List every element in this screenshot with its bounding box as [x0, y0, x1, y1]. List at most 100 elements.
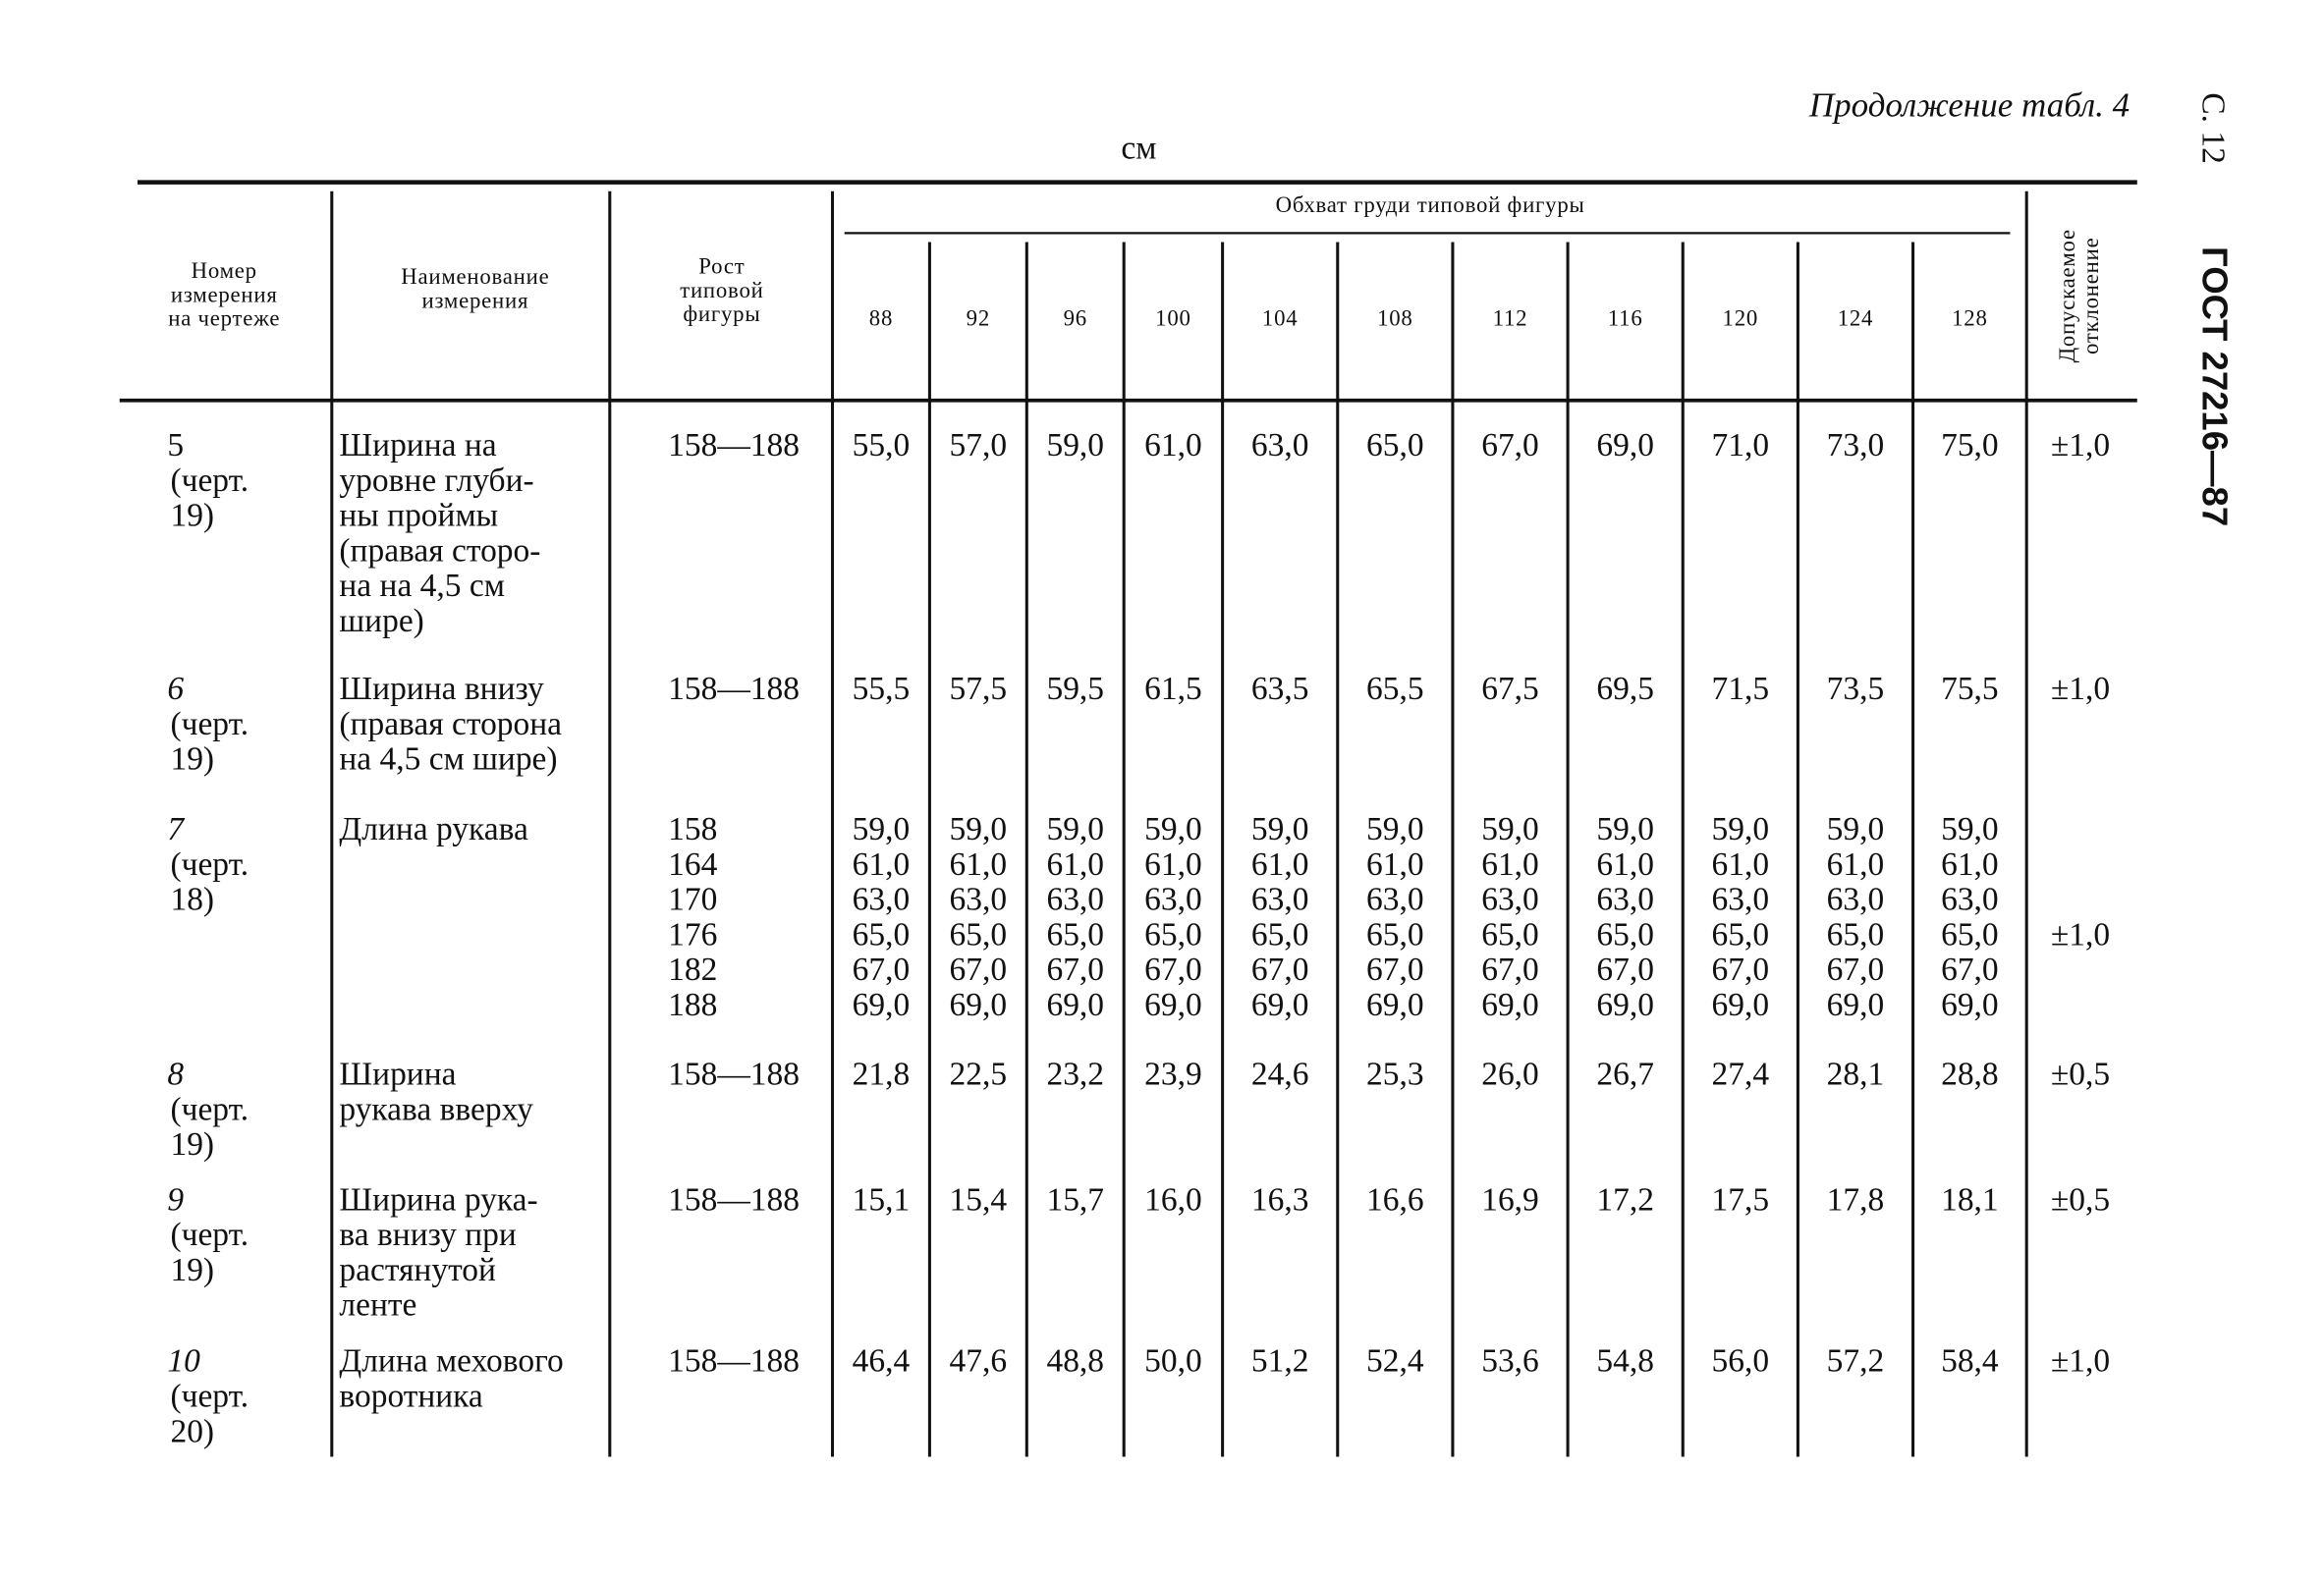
value: 59,0 — [1941, 811, 1999, 847]
height: 158—188 — [668, 1181, 800, 1218]
tolerance: ±1,0 — [2051, 1343, 2110, 1380]
tolerance: ±1,0 — [2051, 916, 2110, 953]
value: 67,0 — [1144, 952, 1202, 988]
value: 69,0 — [1827, 987, 1885, 1023]
measure-name: ленте — [339, 1287, 416, 1324]
value: 17,8 — [1827, 1181, 1885, 1218]
value: 67,0 — [853, 952, 911, 988]
height: 188 — [668, 987, 717, 1023]
value: 26,7 — [1596, 1057, 1654, 1093]
value: 22,5 — [950, 1057, 1008, 1093]
tolerance: ±0,5 — [2051, 1057, 2110, 1093]
value: 61,0 — [1596, 846, 1654, 883]
height: 164 — [668, 846, 717, 883]
value: 65,0 — [1366, 427, 1424, 463]
value: 15,4 — [950, 1181, 1008, 1218]
value: 69,0 — [1481, 987, 1539, 1023]
value: 69,0 — [1596, 987, 1654, 1023]
value: 65,0 — [1481, 916, 1539, 953]
measure-name: Ширина рука- — [339, 1181, 537, 1218]
value: 63,0 — [1251, 882, 1309, 918]
value: 16,3 — [1251, 1181, 1309, 1218]
value: 59,0 — [1712, 811, 1770, 847]
row-number: 20) — [170, 1413, 214, 1449]
value: 65,0 — [1366, 916, 1424, 953]
value: 73,0 — [1827, 427, 1885, 463]
value: 61,0 — [853, 846, 911, 883]
value: 59,0 — [1144, 811, 1202, 847]
size-header: 124 — [1838, 306, 1874, 331]
value: 65,0 — [1144, 916, 1202, 953]
measure-name: воротника — [339, 1379, 483, 1415]
value: 69,0 — [1941, 987, 1999, 1023]
value: 61,0 — [1481, 846, 1539, 883]
column-header: отклонение — [2078, 238, 2103, 354]
value: 21,8 — [853, 1057, 911, 1093]
value: 53,6 — [1481, 1343, 1539, 1380]
measure-name: Длина мехового — [339, 1343, 563, 1380]
value: 63,0 — [1712, 882, 1770, 918]
value: 56,0 — [1712, 1343, 1770, 1380]
value: 50,0 — [1144, 1343, 1202, 1380]
value: 54,8 — [1596, 1343, 1654, 1380]
value: 63,0 — [1596, 882, 1654, 918]
value: 59,0 — [1046, 811, 1104, 847]
value: 51,2 — [1251, 1343, 1309, 1380]
value: 61,0 — [1144, 427, 1202, 463]
value: 63,0 — [853, 882, 911, 918]
value: 63,5 — [1251, 671, 1309, 707]
value: 67,0 — [1481, 427, 1539, 463]
height: 176 — [668, 916, 717, 953]
value: 52,4 — [1366, 1343, 1424, 1380]
value: 65,0 — [1596, 916, 1654, 953]
measure-name: Ширина внизу — [339, 671, 544, 707]
value: 63,0 — [1144, 882, 1202, 918]
size-header: 96 — [1064, 306, 1087, 331]
height: 170 — [668, 882, 717, 918]
value: 59,0 — [1366, 811, 1424, 847]
value: 59,0 — [853, 811, 911, 847]
value: 16,0 — [1144, 1181, 1202, 1218]
value: 15,7 — [1046, 1181, 1104, 1218]
value: 59,0 — [950, 811, 1008, 847]
measure-name: уровне глуби- — [339, 463, 533, 499]
value: 28,1 — [1827, 1057, 1885, 1093]
value: 69,0 — [1712, 987, 1770, 1023]
value: 65,0 — [1827, 916, 1885, 953]
value: 57,2 — [1827, 1343, 1885, 1380]
measure-name: Ширина на — [339, 427, 496, 463]
value: 61,0 — [950, 846, 1008, 883]
tolerance: ±1,0 — [2051, 671, 2110, 707]
value: 69,0 — [853, 987, 911, 1023]
row-number: 19) — [170, 741, 214, 778]
size-header: 108 — [1377, 306, 1413, 331]
column-header: Номер — [192, 258, 257, 283]
value: 61,0 — [1251, 846, 1309, 883]
page-number: С. 12 — [2195, 92, 2232, 164]
value: 17,2 — [1596, 1181, 1654, 1218]
value: 59,0 — [1046, 427, 1104, 463]
row-number: (черт. — [170, 463, 249, 499]
measure-name: растянутой — [339, 1252, 496, 1288]
column-header: Рост — [698, 253, 745, 278]
column-header: измерения — [421, 288, 528, 312]
value: 65,0 — [1251, 916, 1309, 953]
row-number: 19) — [170, 498, 214, 534]
row-number: 7 — [167, 811, 185, 847]
column-header: Допускаемое — [2055, 229, 2079, 362]
value: 63,0 — [1046, 882, 1104, 918]
row-number: 18) — [170, 882, 214, 918]
value: 67,0 — [1596, 952, 1654, 988]
measure-name: шире) — [339, 603, 423, 639]
value: 69,0 — [1046, 987, 1104, 1023]
unit: см — [1121, 130, 1156, 166]
value: 15,1 — [853, 1181, 911, 1218]
row-number: 19) — [170, 1252, 214, 1288]
value: 63,0 — [950, 882, 1008, 918]
measure-name: ны проймы — [339, 498, 498, 534]
value: 67,0 — [1827, 952, 1885, 988]
value: 25,3 — [1366, 1057, 1424, 1093]
value: 59,0 — [1596, 811, 1654, 847]
value: 55,0 — [853, 427, 911, 463]
standard: ГОСТ 27216—87 — [2195, 246, 2236, 526]
